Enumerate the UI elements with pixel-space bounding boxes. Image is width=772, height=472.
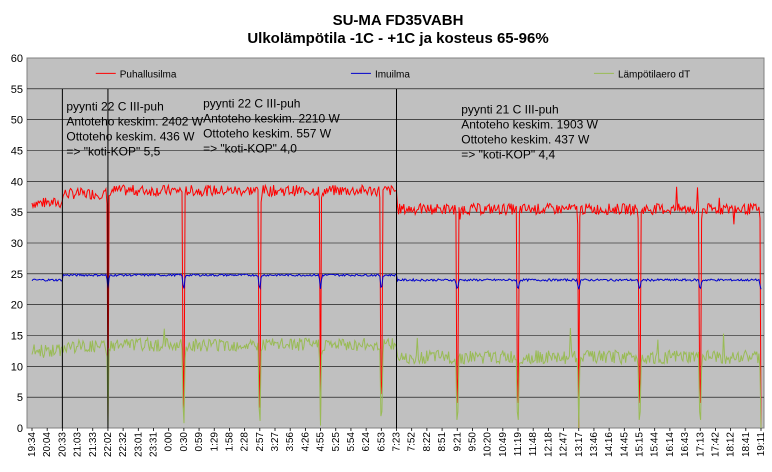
x-tick-label: 3:56: [285, 432, 296, 452]
annotation-line: => "koti-KOP" 5,5: [66, 144, 160, 158]
x-tick-label: 6:53: [376, 432, 387, 452]
x-tick-label: 4:55: [316, 432, 327, 452]
y-axis: 0 5 10 15 20 25 30 35 40 45 50 55 60: [11, 53, 23, 435]
x-tick-label: 19:34: [27, 432, 38, 457]
y-tick-label: 35: [11, 207, 23, 219]
annotation-line: => "koti-KOP" 4,0: [203, 141, 297, 155]
annotation-line: Antoteho keskim. 2210 W: [203, 111, 340, 125]
x-tick-label: 8:51: [437, 432, 448, 452]
x-axis: 19:34 20:04 20:33 21:03 21:33 22:02 22:32 23:01…: [27, 428, 767, 457]
legend-label: Imuilma: [375, 69, 410, 80]
x-tick-label: 9:21: [452, 432, 463, 452]
x-tick-label: 18:12: [726, 432, 737, 457]
annotation-line: pyynti 22 C III-puh: [203, 96, 300, 110]
y-tick-label: 25: [11, 269, 23, 281]
y-tick-label: 15: [11, 331, 23, 343]
x-tick-label: 22:02: [103, 432, 114, 457]
x-tick-label: 16:43: [680, 432, 691, 457]
y-tick-label: 0: [17, 423, 23, 435]
x-tick-label: 13:17: [574, 432, 585, 457]
x-tick-label: 1:29: [209, 432, 220, 452]
x-tick-label: 7:52: [407, 432, 418, 452]
annotation-line: => "koti-KOP" 4,4: [461, 148, 555, 162]
x-tick-label: 7:23: [392, 432, 403, 452]
x-tick-label: 19:11: [756, 432, 767, 457]
y-tick-label: 50: [11, 115, 23, 127]
y-tick-label: 10: [11, 361, 23, 373]
x-tick-label: 13:46: [589, 432, 600, 457]
x-tick-label: 8:22: [422, 432, 433, 452]
x-tick-label: 20:04: [42, 432, 53, 457]
x-tick-label: 2:57: [255, 432, 266, 452]
x-tick-label: 14:16: [604, 432, 615, 457]
x-tick-label: 23:01: [133, 432, 144, 457]
x-tick-label: 12:47: [559, 432, 570, 457]
annotation-line: Antoteho keskim. 1903 W: [461, 118, 598, 132]
annotation-line: Ottoteho keskim. 437 W: [461, 133, 590, 147]
x-tick-label: 16:14: [665, 432, 676, 457]
legend-label: Lämpötilaero dT: [618, 69, 690, 80]
x-tick-label: 3:27: [270, 432, 281, 452]
x-tick-label: 9:50: [467, 432, 478, 452]
y-tick-label: 30: [11, 238, 23, 250]
x-tick-label: 1:58: [224, 432, 235, 452]
x-tick-label: 4:26: [300, 432, 311, 452]
legend: Puhallusilma Imuilma Lämpötilaero dT: [95, 69, 690, 80]
chart-subtitle: Ulkolämpötila -1C - +1C ja kosteus 65-96…: [247, 30, 548, 47]
x-tick-label: 20:33: [57, 432, 68, 457]
annotation-line: pyynti 22 C III-puh: [66, 99, 163, 113]
y-tick-label: 60: [11, 53, 23, 65]
x-tick-label: 17:13: [695, 432, 706, 457]
x-tick-label: 11:48: [528, 432, 539, 457]
x-tick-label: 10:20: [483, 432, 494, 457]
x-tick-label: 6:24: [361, 432, 372, 452]
y-tick-label: 45: [11, 146, 23, 158]
period-dividers: [61, 88, 397, 428]
x-tick-label: 15:15: [635, 432, 646, 457]
x-tick-label: 22:32: [118, 432, 129, 457]
x-tick-label: 10:49: [498, 432, 509, 457]
annotation-line: Ottoteho keskim. 436 W: [66, 129, 195, 143]
x-tick-label: 5:25: [331, 432, 342, 452]
x-tick-label: 23:31: [149, 432, 160, 457]
x-tick-label: 5:54: [346, 432, 357, 452]
annotation-line: Ottoteho keskim. 557 W: [203, 126, 332, 140]
x-tick-label: 21:33: [88, 432, 99, 457]
x-tick-label: 14:45: [619, 432, 630, 457]
x-tick-label: 2:28: [240, 432, 251, 452]
chart-title: SU-MA FD35VABH: [333, 12, 464, 29]
annotation-line: pyynti 21 C III-puh: [461, 103, 558, 117]
x-tick-label: 17:42: [710, 432, 721, 457]
x-tick-label: 0:00: [164, 432, 175, 452]
y-tick-label: 40: [11, 176, 23, 188]
annotation-line: Antoteho keskim. 2402 W: [66, 114, 203, 128]
y-tick-label: 20: [11, 300, 23, 312]
y-tick-label: 5: [17, 392, 23, 404]
y-tick-label: 55: [11, 84, 23, 96]
x-tick-label: 18:41: [741, 432, 752, 457]
x-tick-label: 12:18: [543, 432, 554, 457]
x-tick-label: 21:03: [73, 432, 84, 457]
x-tick-label: 15:44: [650, 432, 661, 457]
legend-label: Puhallusilma: [120, 69, 177, 80]
x-tick-label: 0:30: [179, 432, 190, 452]
x-tick-label: 11:19: [513, 432, 524, 457]
x-tick-label: 0:59: [194, 432, 205, 452]
